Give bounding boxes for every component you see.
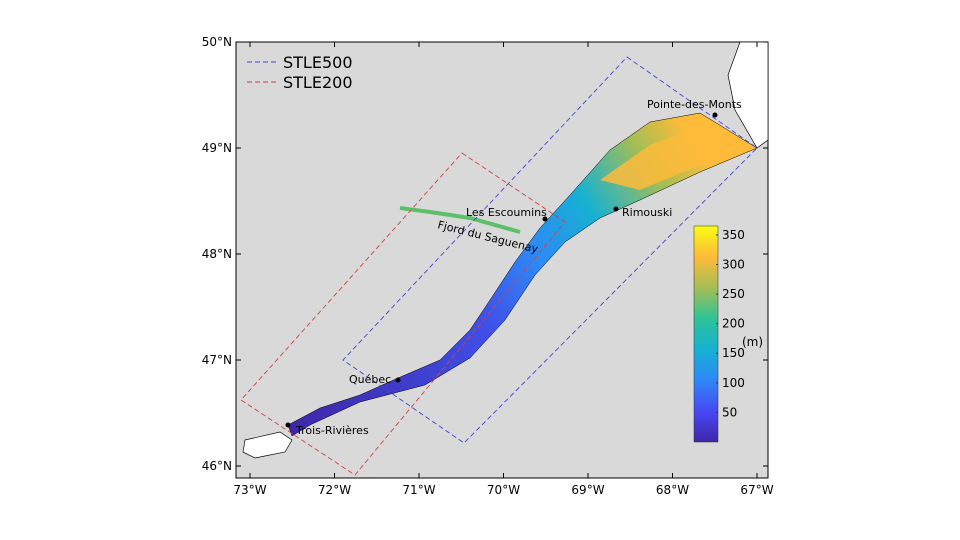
colorbar	[693, 225, 719, 443]
place-rimouski: Rimouski	[622, 206, 672, 219]
colorbar-tick-label: 50	[722, 405, 737, 419]
axis-ticks: 73°W 72°W 71°W 70°W 69°W 68°W 67°W 50°N 49°N 48°N…	[202, 35, 774, 497]
legend-label-stle500: STLE500	[283, 53, 353, 72]
lat-tick-label: 46°N	[202, 459, 232, 473]
stle500-domain	[342, 56, 758, 444]
colorbar-tick-label: 250	[722, 287, 745, 301]
stle200-domain	[240, 152, 566, 476]
colorbar-unit: (m)	[742, 335, 763, 349]
place-quebec: Québec	[349, 373, 391, 386]
colorbar-tick-label: 100	[722, 376, 745, 390]
place-les-escoumins: Les Escoumins	[466, 206, 547, 219]
colorbar-tick-label: 300	[722, 257, 745, 271]
legend-label-stle200: STLE200	[283, 73, 353, 92]
lon-tick-label: 67°W	[740, 483, 773, 497]
lake-st-pierre-land	[242, 431, 293, 459]
colorbar-tick-label: 350	[722, 228, 745, 242]
place-pointe-des-monts: Pointe-des-Monts	[647, 98, 742, 111]
lon-tick-label: 73°W	[233, 483, 266, 497]
deep-channel	[600, 125, 750, 190]
colorbar-tick-label: 200	[722, 317, 745, 331]
lon-tick-label: 71°W	[402, 483, 435, 497]
saguenay-fjord	[399, 206, 521, 234]
lon-tick-label: 68°W	[656, 483, 689, 497]
legend: STLE500 STLE200	[247, 53, 353, 92]
lat-tick-label: 48°N	[202, 247, 232, 261]
place-trois-rivieres: Trois-Rivières	[295, 424, 369, 437]
lat-tick-label: 49°N	[202, 141, 232, 155]
lat-tick-label: 47°N	[202, 353, 232, 367]
lat-tick-label: 50°N	[202, 35, 232, 49]
colorbar-ticks: 350 300 250 200 150 100 50	[716, 228, 745, 419]
lon-tick-label: 70°W	[487, 483, 520, 497]
estuary-bathymetry	[287, 112, 758, 437]
place-markers	[285, 112, 718, 428]
lon-tick-label: 69°W	[571, 483, 604, 497]
lon-tick-label: 72°W	[318, 483, 351, 497]
colorbar-tick-label: 150	[722, 346, 745, 360]
